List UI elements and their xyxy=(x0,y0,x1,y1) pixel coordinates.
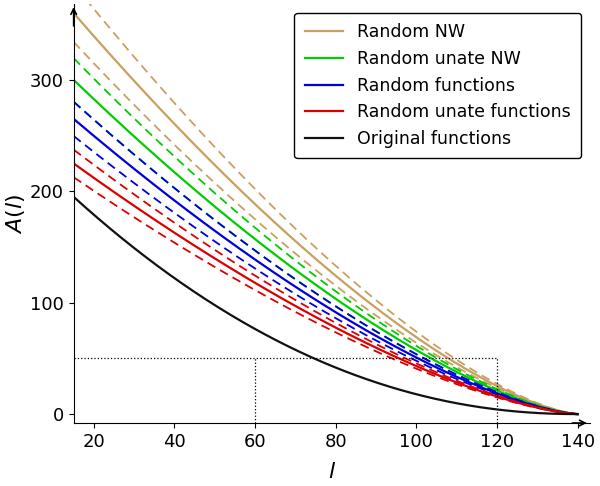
Original functions xyxy=(574,411,581,417)
Original functions xyxy=(70,194,77,200)
Random unate NW xyxy=(376,325,383,331)
Random unate NW xyxy=(70,77,77,83)
Random unate NW xyxy=(452,368,460,374)
Random unate functions xyxy=(70,160,77,166)
X-axis label: $l$: $l$ xyxy=(328,462,336,482)
Random NW xyxy=(70,10,77,16)
Random NW xyxy=(376,308,383,313)
Random unate functions xyxy=(574,411,581,417)
Original functions xyxy=(376,381,383,386)
Original functions xyxy=(391,385,398,391)
Original functions xyxy=(504,408,511,414)
Random functions xyxy=(101,142,108,148)
Legend: Random NW, Random unate NW, Random functions, Random unate functions, Original f: Random NW, Random unate NW, Random funct… xyxy=(295,13,581,158)
Random functions xyxy=(391,343,398,349)
Random functions xyxy=(362,328,370,333)
Original functions xyxy=(362,376,370,382)
Random functions xyxy=(504,394,511,400)
Random functions xyxy=(452,374,460,380)
Random NW xyxy=(504,388,511,394)
Random NW xyxy=(574,411,581,417)
Random unate functions xyxy=(504,397,511,403)
Random unate functions xyxy=(362,340,370,346)
Random unate functions xyxy=(391,353,398,359)
Random NW xyxy=(452,360,460,366)
Line: Random functions: Random functions xyxy=(74,119,578,414)
Random unate functions xyxy=(376,347,383,352)
Original functions xyxy=(452,400,460,406)
Random unate NW xyxy=(101,106,108,112)
Random NW xyxy=(362,297,370,303)
Random functions xyxy=(376,335,383,341)
Line: Random NW: Random NW xyxy=(74,13,578,414)
Random unate NW xyxy=(504,392,511,398)
Random NW xyxy=(391,319,398,325)
Random functions xyxy=(574,411,581,417)
Random functions xyxy=(70,116,77,122)
Random unate functions xyxy=(452,379,460,385)
Y-axis label: $A(l)$: $A(l)$ xyxy=(4,193,27,234)
Original functions xyxy=(101,221,108,227)
Random unate functions xyxy=(101,183,108,189)
Random unate NW xyxy=(362,316,370,322)
Line: Random unate functions: Random unate functions xyxy=(74,163,578,414)
Line: Original functions: Original functions xyxy=(74,197,578,414)
Line: Random unate NW: Random unate NW xyxy=(74,80,578,414)
Random unate NW xyxy=(574,411,581,417)
Random unate NW xyxy=(391,334,398,340)
Random NW xyxy=(101,45,108,51)
